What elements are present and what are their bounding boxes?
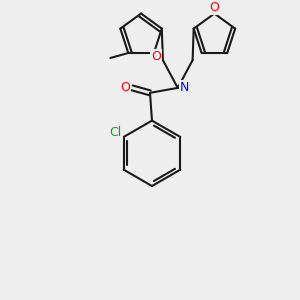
Text: Cl: Cl	[110, 127, 122, 140]
Text: N: N	[180, 81, 189, 94]
Text: O: O	[209, 1, 219, 14]
Text: O: O	[120, 81, 130, 94]
Text: O: O	[151, 50, 161, 64]
